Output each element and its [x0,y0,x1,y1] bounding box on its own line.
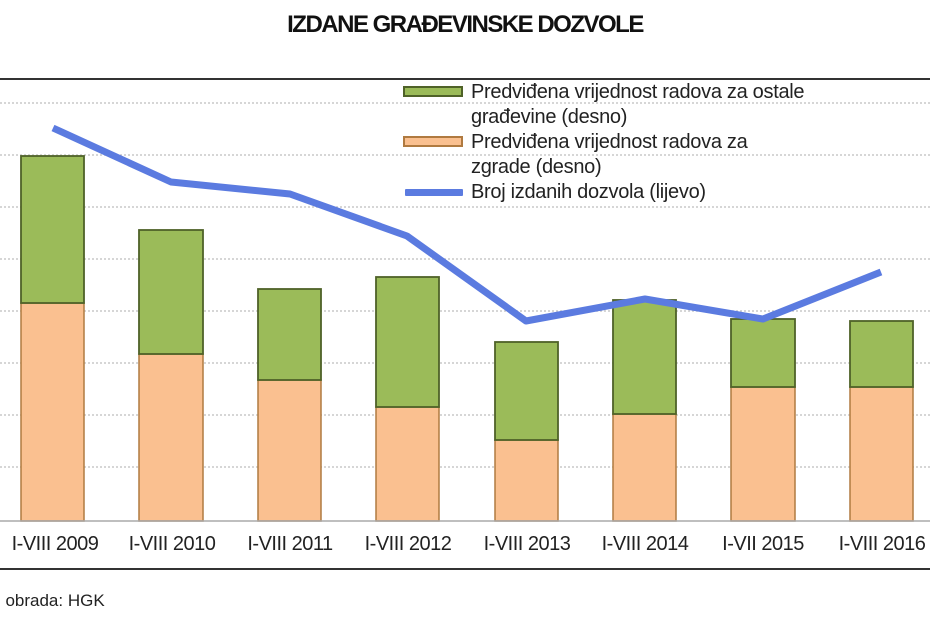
bar-other-buildings-I-VIII 2010 [138,229,204,355]
bar-other-buildings-I-VIII 2016 [849,320,914,388]
legend-swatch-green [403,86,463,97]
x-axis-label: I-VIII 2013 [483,533,571,555]
bar-buildings-I-VII 2015 [730,386,796,522]
bar-buildings-I-VIII 2011 [257,379,322,522]
chart-title: IZDANE GRAĐEVINSKE DOZVOLE [287,11,644,38]
legend-swatch-orange [403,136,463,147]
bar-buildings-I-VIII 2009 [20,302,85,522]
frame-bottom-border [0,568,930,570]
legend: Predviđena vrijednost radova za ostale g… [403,80,930,205]
bar-buildings-I-VIII 2014 [612,413,677,522]
x-axis-label: I-VIII 2014 [601,533,689,555]
bar-buildings-I-VIII 2013 [494,439,559,522]
bar-other-buildings-I-VIII 2013 [494,341,559,441]
stacked-bars [20,155,914,522]
legend-label: Predviđena vrijednost radova za [471,131,748,153]
legend-label: građevine (desno) [471,106,628,128]
legend-item-other-buildings: Predviđena vrijednost radova za ostale g… [403,80,930,130]
gridlines [0,102,930,468]
bar-other-buildings-I-VII 2015 [730,318,796,388]
permits-line-series [51,124,883,325]
bar-other-buildings-I-VIII 2011 [257,288,322,381]
x-axis-label: I-VIII 2012 [364,533,452,555]
x-axis-labels: I-VIII 2009 I-VIII 2010 I-VIII 2011 I-VIII … [0,533,930,563]
x-axis-label: I-VIII 2009 [11,533,99,555]
x-axis-label: I-VIII 2010 [128,533,216,555]
x-axis-label: I-VII 2015 [722,533,804,555]
bar-other-buildings-I-VIII 2014 [612,299,677,415]
legend-label: zgrade (desno) [471,156,602,178]
frame-top-border [0,78,930,80]
legend-label: Predviđena vrijednost radova za ostale [471,81,805,103]
legend-item-buildings: Predviđena vrijednost radova za zgrade (… [403,130,930,180]
bar-buildings-I-VIII 2010 [138,353,204,522]
bar-buildings-I-VIII 2016 [849,386,914,522]
x-axis-label: I-VIII 2016 [838,533,926,555]
legend-item-permits: Broj izdanih dozvola (lijevo) [403,180,930,205]
bar-buildings-I-VIII 2012 [375,406,440,522]
source-note: ; obrada: HGK [0,591,105,610]
bar-other-buildings-I-VIII 2009 [20,155,85,304]
bar-other-buildings-I-VIII 2012 [375,276,440,408]
x-axis-label: I-VIII 2011 [247,533,333,555]
legend-label: Broj izdanih dozvola (lijevo) [471,181,706,203]
legend-swatch-blue-line [405,189,463,196]
